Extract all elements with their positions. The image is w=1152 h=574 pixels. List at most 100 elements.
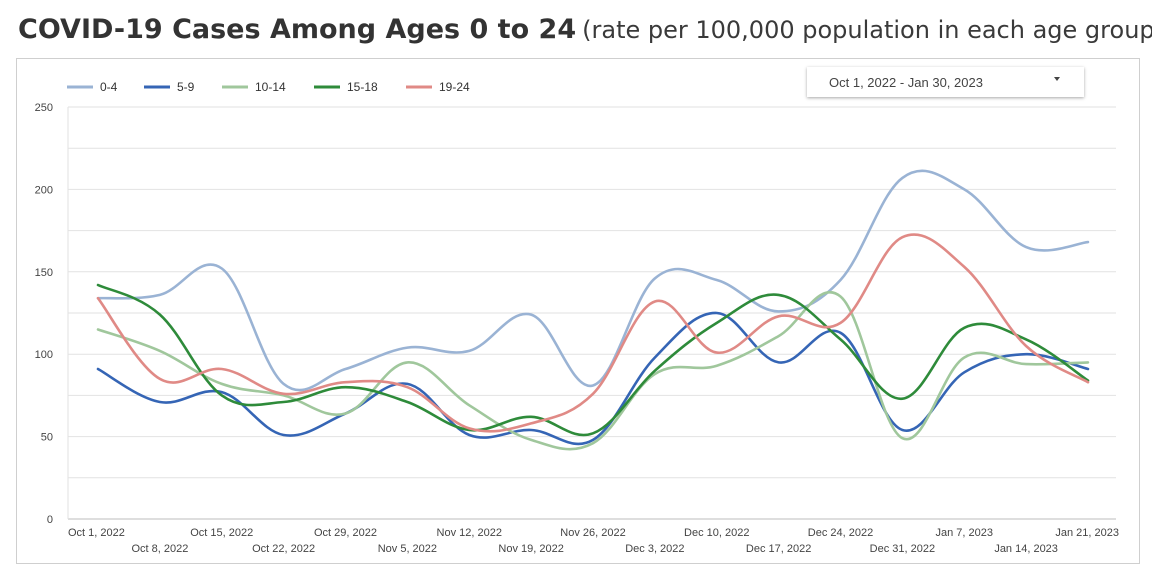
data-point-5-9[interactable] [468,434,470,436]
legend-label-19-24[interactable]: 19-24 [439,80,470,94]
data-point-15-18[interactable] [839,338,841,340]
data-point-15-18[interactable] [777,294,779,296]
data-point-10-14[interactable] [344,412,346,414]
data-point-19-24[interactable] [1025,345,1027,347]
data-point-5-9[interactable] [221,391,223,393]
data-point-10-14[interactable] [901,437,903,439]
legend[interactable]: 0-4 5-9 10-14 15-18 19-24 [67,80,470,94]
data-point-5-9[interactable] [406,383,408,385]
data-point-0-4[interactable] [901,177,903,179]
date-range-dropdown[interactable]: Oct 1, 2022 - Jan 30, 2023 [807,67,1084,97]
data-point-15-18[interactable] [282,401,284,403]
data-point-0-4[interactable] [654,277,656,279]
data-point-5-9[interactable] [97,368,99,370]
data-point-15-18[interactable] [654,369,656,371]
data-point-19-24[interactable] [716,351,718,353]
legend-label-15-18[interactable]: 15-18 [347,80,378,94]
data-point-19-24[interactable] [839,322,841,324]
data-point-0-4[interactable] [777,310,779,312]
data-point-5-9[interactable] [654,356,656,358]
data-point-15-18[interactable] [716,322,718,324]
x-tick-label: Oct 1, 2022 [68,527,125,539]
data-point-0-4[interactable] [963,188,965,190]
data-point-15-18[interactable] [1025,338,1027,340]
data-point-15-18[interactable] [344,386,346,388]
x-tick-label: Nov 12, 2022 [437,527,502,539]
y-tick-label: 0 [47,514,53,526]
data-point-19-24[interactable] [406,386,408,388]
data-point-5-9[interactable] [716,312,718,314]
series-line-19-24[interactable] [96,233,1090,433]
chart-container: 0 50 100 150 200 250 Oct 1, 2022 Oct 8, 2022 Oct… [16,58,1140,564]
data-point-19-24[interactable] [159,378,161,380]
data-point-5-9[interactable] [777,361,779,363]
data-point-19-24[interactable] [282,393,284,395]
data-point-0-4[interactable] [468,350,470,352]
data-point-10-14[interactable] [777,335,779,337]
legend-label-5-9[interactable]: 5-9 [177,80,195,94]
data-point-19-24[interactable] [97,297,99,299]
data-point-0-4[interactable] [406,346,408,348]
data-point-5-9[interactable] [1025,353,1027,355]
data-point-0-4[interactable] [716,279,718,281]
data-point-0-4[interactable] [221,267,223,269]
data-point-10-14[interactable] [1087,361,1089,363]
data-point-5-9[interactable] [1087,368,1089,370]
data-point-10-14[interactable] [159,350,161,352]
data-point-15-18[interactable] [406,401,408,403]
data-point-5-9[interactable] [901,429,903,431]
data-point-19-24[interactable] [901,236,903,238]
page-title: COVID-19 Cases Among Ages 0 to 24 (rate p… [18,14,1152,45]
data-point-5-9[interactable] [592,439,594,441]
data-point-19-24[interactable] [1087,381,1089,383]
data-point-5-9[interactable] [963,371,965,373]
data-point-5-9[interactable] [839,332,841,334]
data-point-15-18[interactable] [221,394,223,396]
data-point-5-9[interactable] [282,434,284,436]
data-point-19-24[interactable] [592,393,594,395]
legend-label-0-4[interactable]: 0-4 [100,80,118,94]
data-point-10-14[interactable] [839,295,841,297]
data-point-10-14[interactable] [963,356,965,358]
data-point-19-24[interactable] [963,266,965,268]
data-point-0-4[interactable] [344,368,346,370]
data-point-10-14[interactable] [716,365,718,367]
series-line-15-18[interactable] [96,283,1090,437]
series-line-10-14[interactable] [96,290,1090,451]
data-point-15-18[interactable] [963,327,965,329]
data-point-19-24[interactable] [221,368,223,370]
data-point-0-4[interactable] [159,294,161,296]
chart-subtitle: (rate per 100,000 population in each age… [582,16,1152,44]
data-point-0-4[interactable] [592,384,594,386]
data-point-10-14[interactable] [1025,363,1027,365]
data-point-5-9[interactable] [159,401,161,403]
y-tick-label: 100 [35,349,53,361]
y-tick-label: 200 [35,184,53,196]
data-point-15-18[interactable] [97,284,99,286]
legend-label-10-14[interactable]: 10-14 [255,80,286,94]
data-point-19-24[interactable] [777,315,779,317]
data-point-0-4[interactable] [1025,246,1027,248]
data-point-0-4[interactable] [530,313,532,315]
data-point-10-14[interactable] [97,328,99,330]
data-point-10-14[interactable] [468,404,470,406]
data-point-10-14[interactable] [530,439,532,441]
data-point-15-18[interactable] [592,432,594,434]
data-point-19-24[interactable] [654,300,656,302]
x-tick-label: Jan 7, 2023 [936,527,994,539]
data-point-19-24[interactable] [530,422,532,424]
data-point-0-4[interactable] [839,279,841,281]
data-point-10-14[interactable] [592,442,594,444]
data-point-19-24[interactable] [468,427,470,429]
data-point-15-18[interactable] [159,313,161,315]
x-tick-label: Oct 22, 2022 [252,543,315,555]
data-point-10-14[interactable] [221,383,223,385]
data-point-5-9[interactable] [530,429,532,431]
data-point-0-4[interactable] [1087,241,1089,243]
data-point-0-4[interactable] [282,383,284,385]
data-point-15-18[interactable] [530,416,532,418]
data-point-10-14[interactable] [406,361,408,363]
data-point-19-24[interactable] [344,381,346,383]
data-point-15-18[interactable] [901,397,903,399]
series-line-0-4[interactable] [96,169,1090,392]
